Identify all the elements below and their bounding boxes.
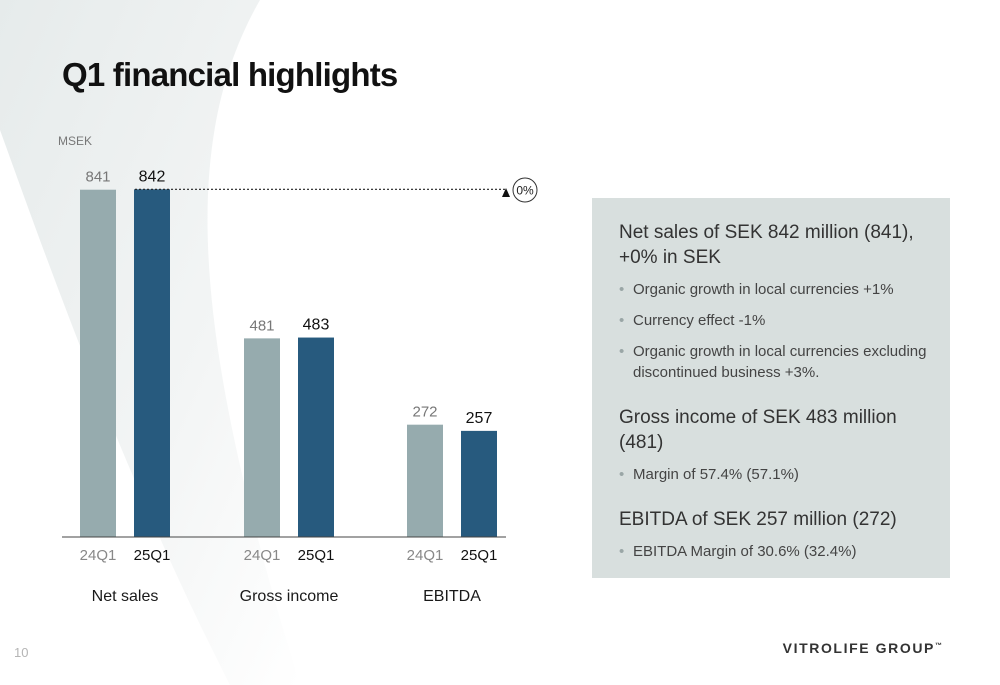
bullet-item: EBITDA Margin of 30.6% (32.4%) (619, 541, 928, 562)
tick-label: 24Q1 (244, 547, 281, 564)
bars-layer: 841 24Q1 842 25Q1 Net sales 481 24Q1 483 25Q1 Gro… (80, 168, 498, 605)
bullet-item: Currency effect -1% (619, 310, 928, 331)
logo-text: VITROLIFE GROUP (782, 640, 935, 656)
trademark-symbol: ™ (935, 642, 942, 650)
value-label: 483 (303, 317, 330, 334)
unit-label: MSEK (58, 134, 92, 148)
page-title: Q1 financial highlights (62, 56, 398, 93)
tick-label: 24Q1 (407, 547, 444, 564)
bar-ebitda-25q1 (461, 430, 497, 537)
highlights-panel: Net sales of SEK 842 million (841), +0% … (592, 198, 950, 578)
bar-gross-income-25q1 (298, 337, 334, 537)
value-label: 272 (412, 404, 437, 421)
bullet-item: Organic growth in local currencies +1% (619, 279, 928, 300)
category-label: EBITDA (423, 588, 481, 605)
category-label: Gross income (240, 588, 339, 605)
company-logo: VITROLIFE GROUP™ (783, 640, 942, 656)
net-sales-bullets: Organic growth in local currencies +1% C… (619, 279, 928, 383)
net-sales-heading: Net sales of SEK 842 million (841), +0% … (619, 222, 914, 268)
up-arrow-icon (502, 188, 510, 197)
gross-income-section: Gross income of SEK 483 million (481) Ma… (619, 405, 928, 485)
gross-income-bullets: Margin of 57.4% (57.1%) (619, 464, 928, 485)
change-annotation-label: 0% (516, 184, 534, 198)
ebitda-heading: EBITDA of SEK 257 million (272) (619, 509, 897, 530)
page-number: 10 (14, 645, 29, 660)
value-label: 481 (249, 317, 274, 334)
ebitda-bullets: EBITDA Margin of 30.6% (32.4%) (619, 541, 928, 562)
tick-label: 25Q1 (461, 547, 498, 564)
bullet-item: Organic growth in local currencies exclu… (619, 341, 928, 383)
tick-label: 25Q1 (298, 547, 335, 564)
change-annotation-circle (512, 177, 538, 203)
bar-net-sales-25q1 (134, 189, 170, 538)
gross-income-heading: Gross income of SEK 483 million (481) (619, 407, 897, 453)
ebitda-section: EBITDA of SEK 257 million (272) EBITDA M… (619, 507, 928, 562)
bar-net-sales-24q1 (80, 189, 116, 537)
value-label: 841 (85, 169, 110, 186)
category-label: Net sales (92, 588, 159, 605)
bar-ebitda-24q1 (407, 424, 443, 537)
value-label: 842 (139, 168, 166, 185)
bullet-item: Margin of 57.4% (57.1%) (619, 464, 928, 485)
value-label: 257 (466, 410, 493, 427)
tick-label: 24Q1 (80, 547, 117, 564)
bar-gross-income-24q1 (244, 338, 280, 537)
net-sales-section: Net sales of SEK 842 million (841), +0% … (619, 220, 928, 383)
tick-label: 25Q1 (134, 547, 171, 564)
